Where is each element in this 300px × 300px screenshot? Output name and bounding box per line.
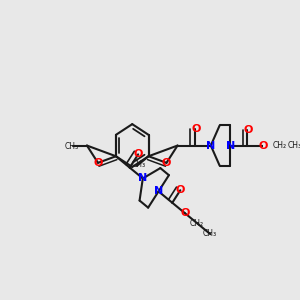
Text: O: O (176, 185, 185, 195)
Text: N: N (154, 186, 163, 197)
Text: CH₃: CH₃ (131, 160, 145, 169)
Text: O: O (243, 125, 253, 135)
Text: CH₂: CH₂ (190, 219, 204, 228)
Text: N: N (226, 140, 235, 151)
Text: CH₃: CH₃ (202, 230, 217, 238)
Text: CH₂: CH₂ (272, 141, 286, 150)
Text: O: O (191, 124, 201, 134)
Text: O: O (259, 140, 268, 151)
Text: CH₃: CH₃ (64, 142, 78, 151)
Text: O: O (93, 158, 103, 168)
Text: CH₃: CH₃ (288, 141, 300, 150)
Text: O: O (181, 208, 190, 218)
Text: N: N (206, 140, 215, 151)
Text: O: O (162, 158, 171, 168)
Text: O: O (134, 149, 143, 159)
Text: N: N (138, 173, 147, 183)
